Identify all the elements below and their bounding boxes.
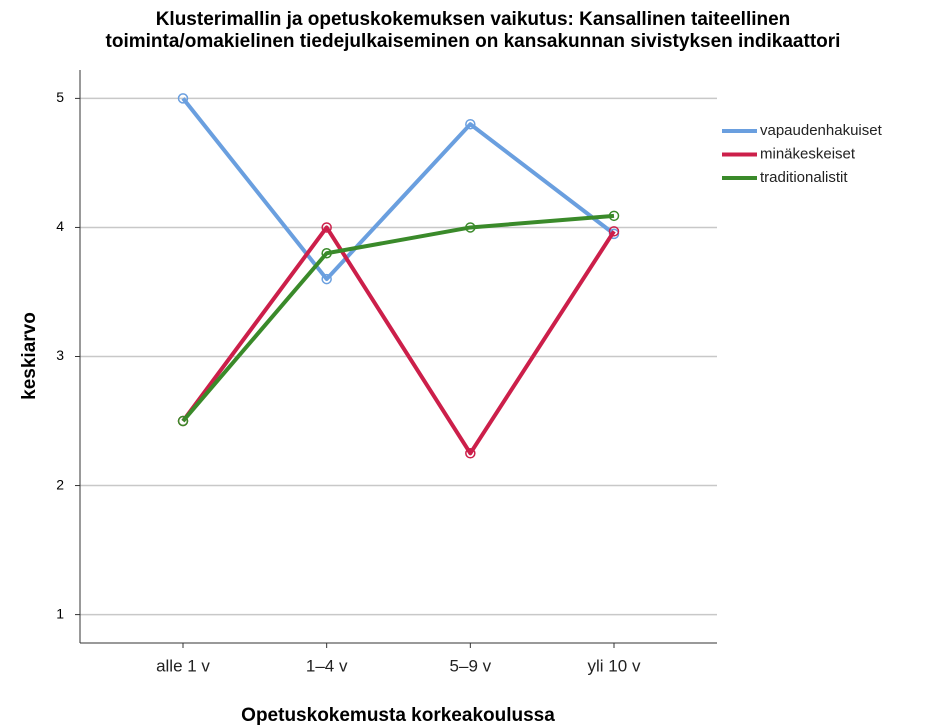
point <box>608 226 620 237</box>
y-tick-label: 5 <box>56 89 64 105</box>
x-tick-label: 1–4 v <box>306 656 348 675</box>
point <box>321 248 332 259</box>
series-line <box>181 213 615 423</box>
series-line <box>181 225 616 456</box>
point <box>321 222 332 233</box>
point <box>177 93 189 104</box>
y-tick-label: 1 <box>56 605 64 621</box>
point <box>321 273 332 285</box>
legend-label: minäkeskeiset <box>760 145 856 162</box>
y-tick-label: 4 <box>56 218 64 234</box>
point <box>177 415 189 427</box>
legend-label: traditionalistit <box>760 169 848 186</box>
point <box>465 448 476 459</box>
x-tick-label: alle 1 v <box>156 656 210 675</box>
legend-label: vapaudenhakuiset <box>760 122 883 139</box>
y-tick-label: 3 <box>56 347 64 363</box>
series-line <box>181 97 616 282</box>
point <box>465 118 476 130</box>
point <box>465 222 476 233</box>
chart-title: toiminta/omakielinen tiedejulkaiseminen … <box>106 31 841 52</box>
y-axis-label: keskiarvo <box>19 312 40 400</box>
chart-title: Klusterimallin ja opetuskokemuksen vaiku… <box>156 9 791 30</box>
x-tick-label: 5–9 v <box>450 656 492 675</box>
point <box>608 210 620 222</box>
y-tick-label: 2 <box>56 476 64 492</box>
x-tick-label: yli 10 v <box>588 656 641 675</box>
x-axis-label: Opetuskokemusta korkeakoulussa <box>241 705 555 726</box>
